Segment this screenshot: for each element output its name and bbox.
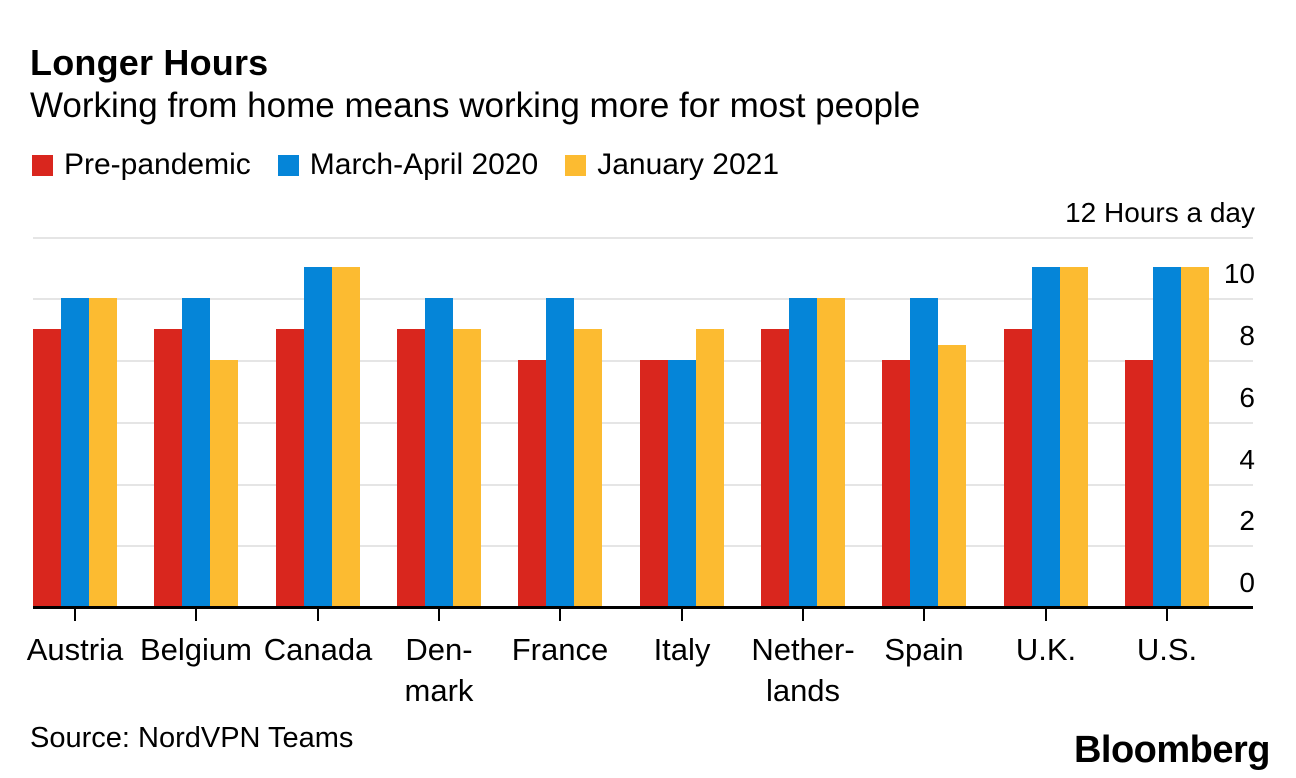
bar-spain-january-2021 <box>938 345 966 607</box>
bar-netherlands-pre-pandemic <box>761 329 789 607</box>
blue-square-swatch-icon <box>277 154 299 176</box>
x-tick-mark <box>802 609 804 621</box>
legend-item-pre-pandemic: Pre-pandemic <box>32 148 251 182</box>
legend-item-march-april-2020: March-April 2020 <box>277 148 539 182</box>
x-tick-mark <box>195 609 197 621</box>
x-category-label-netherlands: Nether-lands <box>751 632 855 708</box>
bar-netherlands-january-2021 <box>817 298 845 607</box>
source-note: Source: NordVPN Teams <box>30 722 354 754</box>
bar-canada-pre-pandemic <box>276 329 304 607</box>
x-tick-mark <box>1166 609 1168 621</box>
x-tick-mark <box>681 609 683 621</box>
x-tick-mark <box>74 609 76 621</box>
x-category-label-us: U.S. <box>1136 632 1198 667</box>
y-tick-label-6: 6 <box>1239 381 1255 413</box>
bar-belgium-pre-pandemic <box>154 329 182 607</box>
y-tick-label-4: 4 <box>1239 443 1255 475</box>
bar-canada-march-april-2020 <box>304 267 332 607</box>
x-category-label-canada: Canada <box>263 632 373 667</box>
red-square-swatch-icon <box>32 154 53 176</box>
bar-belgium-january-2021 <box>210 360 238 607</box>
bar-spain-march-april-2020 <box>910 298 938 607</box>
bar-denmark-pre-pandemic <box>397 329 425 607</box>
bar-netherlands-march-april-2020 <box>789 298 817 607</box>
bar-us-january-2021 <box>1181 267 1209 607</box>
legend-label: March-April 2020 <box>309 148 539 181</box>
bar-italy-march-april-2020 <box>668 360 696 607</box>
yellow-square-swatch-icon <box>565 154 587 176</box>
x-category-label-belgium: Belgium <box>140 632 252 667</box>
y-tick-label-8: 8 <box>1239 320 1255 351</box>
legend-label: Pre-pandemic <box>64 148 251 181</box>
bar-italy-january-2021 <box>696 329 724 607</box>
y-tick-label-0: 0 <box>1239 567 1255 598</box>
legend: Pre-pandemic March-April 2020 January 20… <box>32 148 806 182</box>
bar-austria-pre-pandemic <box>33 329 61 607</box>
bar-austria-january-2021 <box>89 298 117 607</box>
x-category-label-spain: Spain <box>884 632 964 667</box>
x-tick-mark <box>923 609 925 621</box>
y-tick-label-2: 2 <box>1239 505 1255 537</box>
bar-france-january-2021 <box>574 329 602 607</box>
bar-italy-pre-pandemic <box>640 360 668 607</box>
x-category-label-uk: U.K. <box>1015 632 1077 667</box>
bar-france-pre-pandemic <box>518 360 546 607</box>
bloomberg-logo: Bloomberg <box>1073 729 1271 771</box>
bar-uk-january-2021 <box>1060 267 1088 607</box>
legend-label: January 2021 <box>597 148 780 181</box>
bar-denmark-march-april-2020 <box>425 298 453 607</box>
chart-subtitle: Working from home means working more for… <box>30 86 921 125</box>
bar-france-march-april-2020 <box>546 298 574 607</box>
bar-canada-january-2021 <box>332 267 360 607</box>
x-tick-mark <box>438 609 440 621</box>
gridline-12 <box>33 236 1253 239</box>
gridline-10 <box>33 298 1253 301</box>
x-axis-line <box>33 606 1253 609</box>
x-tick-mark <box>317 609 319 621</box>
bar-uk-pre-pandemic <box>1004 329 1032 607</box>
bar-spain-pre-pandemic <box>882 360 910 607</box>
x-category-label-denmark: Den-mark <box>404 632 474 708</box>
bar-austria-march-april-2020 <box>61 298 89 607</box>
x-category-label-austria: Austria <box>26 632 124 667</box>
x-tick-mark <box>559 609 561 621</box>
bar-belgium-march-april-2020 <box>182 298 210 607</box>
x-tick-mark <box>1045 609 1047 621</box>
bar-us-pre-pandemic <box>1125 360 1153 607</box>
y-axis-unit-label: 12 Hours a day <box>1065 196 1255 228</box>
chart-title: Longer Hours <box>30 42 269 83</box>
legend-item-january-2021: January 2021 <box>565 148 779 182</box>
x-category-label-italy: Italy <box>653 632 711 667</box>
y-tick-label-10: 10 <box>1223 258 1255 290</box>
x-category-label-france: France <box>511 632 609 667</box>
bar-denmark-january-2021 <box>453 329 481 607</box>
bar-us-march-april-2020 <box>1153 267 1181 607</box>
bar-uk-march-april-2020 <box>1032 267 1060 607</box>
